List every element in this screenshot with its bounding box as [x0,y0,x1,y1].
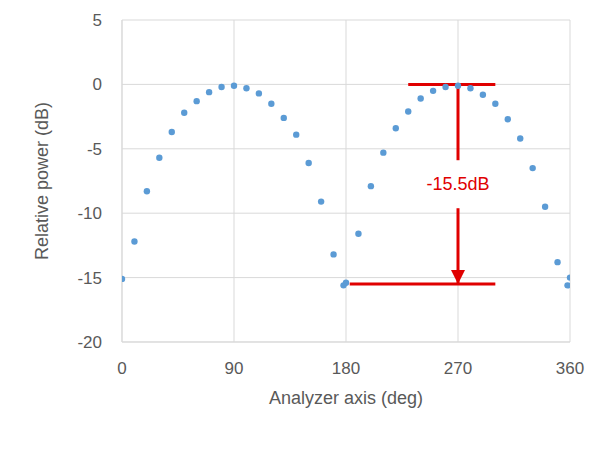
svg-text:270: 270 [444,359,472,378]
svg-text:5: 5 [93,11,102,30]
svg-text:180: 180 [332,359,360,378]
svg-text:0: 0 [93,75,102,94]
svg-text:-15.5dB: -15.5dB [426,174,489,194]
svg-text:-15: -15 [77,269,102,288]
svg-text:-5: -5 [87,140,102,159]
svg-text:-10: -10 [77,204,102,223]
svg-text:-20: -20 [77,333,102,352]
svg-text:Analyzer axis (deg): Analyzer axis (deg) [269,388,423,408]
svg-text:Relative power (dB): Relative power (dB) [32,102,52,260]
svg-text:360: 360 [556,359,584,378]
svg-text:90: 90 [225,359,244,378]
svg-text:0: 0 [117,359,126,378]
